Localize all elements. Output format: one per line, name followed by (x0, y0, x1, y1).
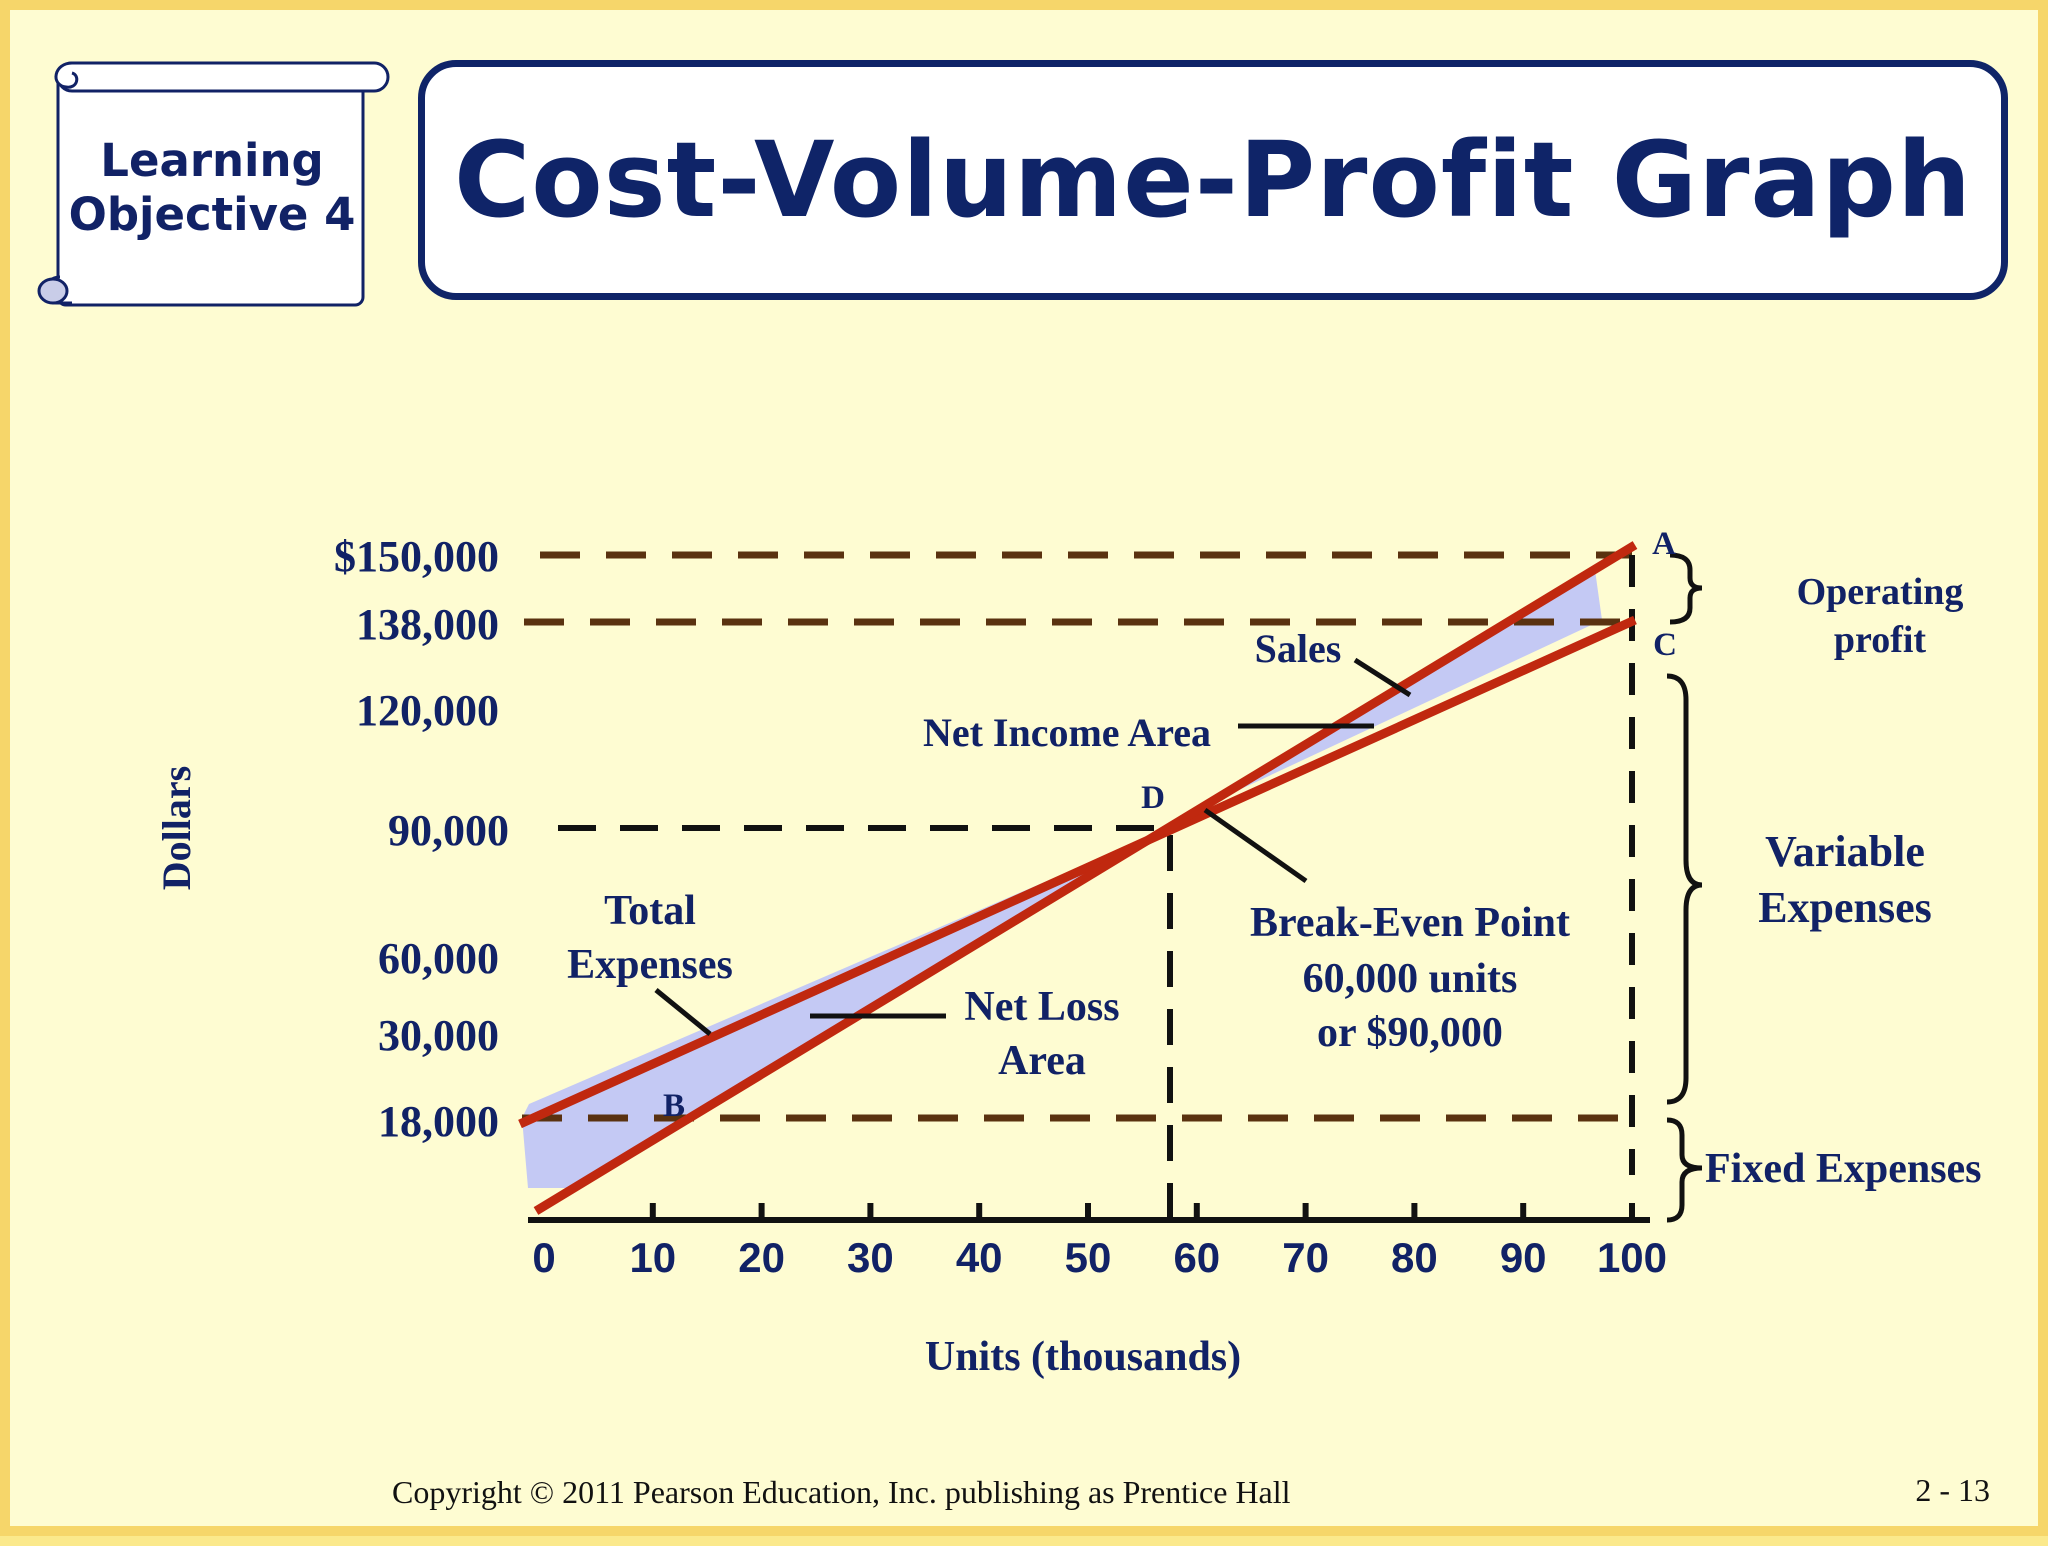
point-label-c: C (1653, 627, 1677, 663)
operating-profit-label-2: profit (1834, 619, 1927, 661)
net-loss-label-2: Area (998, 1038, 1086, 1084)
x-tick-label: 60 (1173, 1234, 1220, 1281)
x-tick-label: 90 (1500, 1234, 1547, 1281)
total-expenses-label-1: Total (604, 888, 696, 934)
copyright-footer: Copyright © 2011 Pearson Education, Inc.… (392, 1474, 1291, 1510)
x-tick-label: 50 (1065, 1234, 1112, 1281)
variable-expenses-brace (1666, 673, 1703, 1105)
x-tick-label: 0 (532, 1234, 555, 1281)
x-axis-ticks: 0 10 20 30 40 50 60 70 80 90 100 (532, 1203, 1667, 1281)
total-expenses-label-2: Expenses (567, 942, 733, 988)
y-tick-label: 120,000 (356, 686, 499, 735)
y-tick-label: 90,000 (388, 806, 509, 855)
point-label-a: A (1652, 526, 1676, 562)
y-axis-label: Dollars (154, 766, 199, 890)
x-tick-label: 80 (1391, 1234, 1438, 1281)
point-label-b: B (663, 1088, 685, 1124)
operating-profit-label-1: Operating (1797, 571, 1964, 613)
x-tick-label: 40 (956, 1234, 1003, 1281)
break-even-pointer (1203, 807, 1308, 884)
x-axis-label: Units (thousands) (925, 1334, 1241, 1380)
x-tick-label: 100 (1597, 1234, 1667, 1281)
sales-label: Sales (1255, 626, 1342, 671)
x-tick-label: 30 (847, 1234, 894, 1281)
x-tick-label: 20 (738, 1234, 785, 1281)
badge-line-1: Learning (100, 134, 324, 187)
break-even-label-1: Break-Even Point (1250, 900, 1570, 946)
learning-objective-scroll-icon (37, 61, 390, 307)
sales-line (533, 541, 1638, 1215)
fixed-expenses-label: Fixed Expenses (1705, 1146, 1982, 1192)
variable-expenses-label-1: Variable (1765, 827, 1925, 876)
point-label-d: D (1141, 780, 1165, 816)
break-even-label-3: or $90,000 (1317, 1010, 1503, 1056)
learning-objective-badge: Learning Objective 4 (62, 134, 362, 242)
x-tick-label: 10 (629, 1234, 676, 1281)
sales-pointer (1353, 657, 1412, 698)
operating-profit-brace (1669, 552, 1703, 625)
fixed-expenses-brace (1666, 1117, 1703, 1223)
y-tick-label: 60,000 (378, 934, 499, 983)
page-number: 2 - 13 (1915, 1472, 1990, 1508)
net-loss-area-shading (522, 828, 1170, 1188)
net-loss-label-1: Net Loss (964, 984, 1119, 1030)
total-expenses-line (518, 615, 1637, 1129)
y-tick-label: $150,000 (334, 532, 499, 581)
badge-line-2: Objective 4 (68, 188, 356, 241)
break-even-label-2: 60,000 units (1303, 956, 1518, 1002)
y-tick-label: 138,000 (356, 600, 499, 649)
y-tick-label: 18,000 (378, 1097, 499, 1146)
cvp-chart: .lbl { font-family: "Liberation Serif", … (154, 526, 1982, 1380)
y-tick-label: 30,000 (378, 1011, 499, 1060)
net-income-area-label: Net Income Area (923, 710, 1211, 755)
page-title: Cost-Volume-Profit Graph (453, 119, 1973, 241)
title-box: Cost-Volume-Profit Graph (418, 60, 2008, 300)
x-tick-label: 70 (1282, 1234, 1329, 1281)
variable-expenses-label-2: Expenses (1758, 883, 1932, 932)
total-expenses-pointer (654, 988, 712, 1036)
